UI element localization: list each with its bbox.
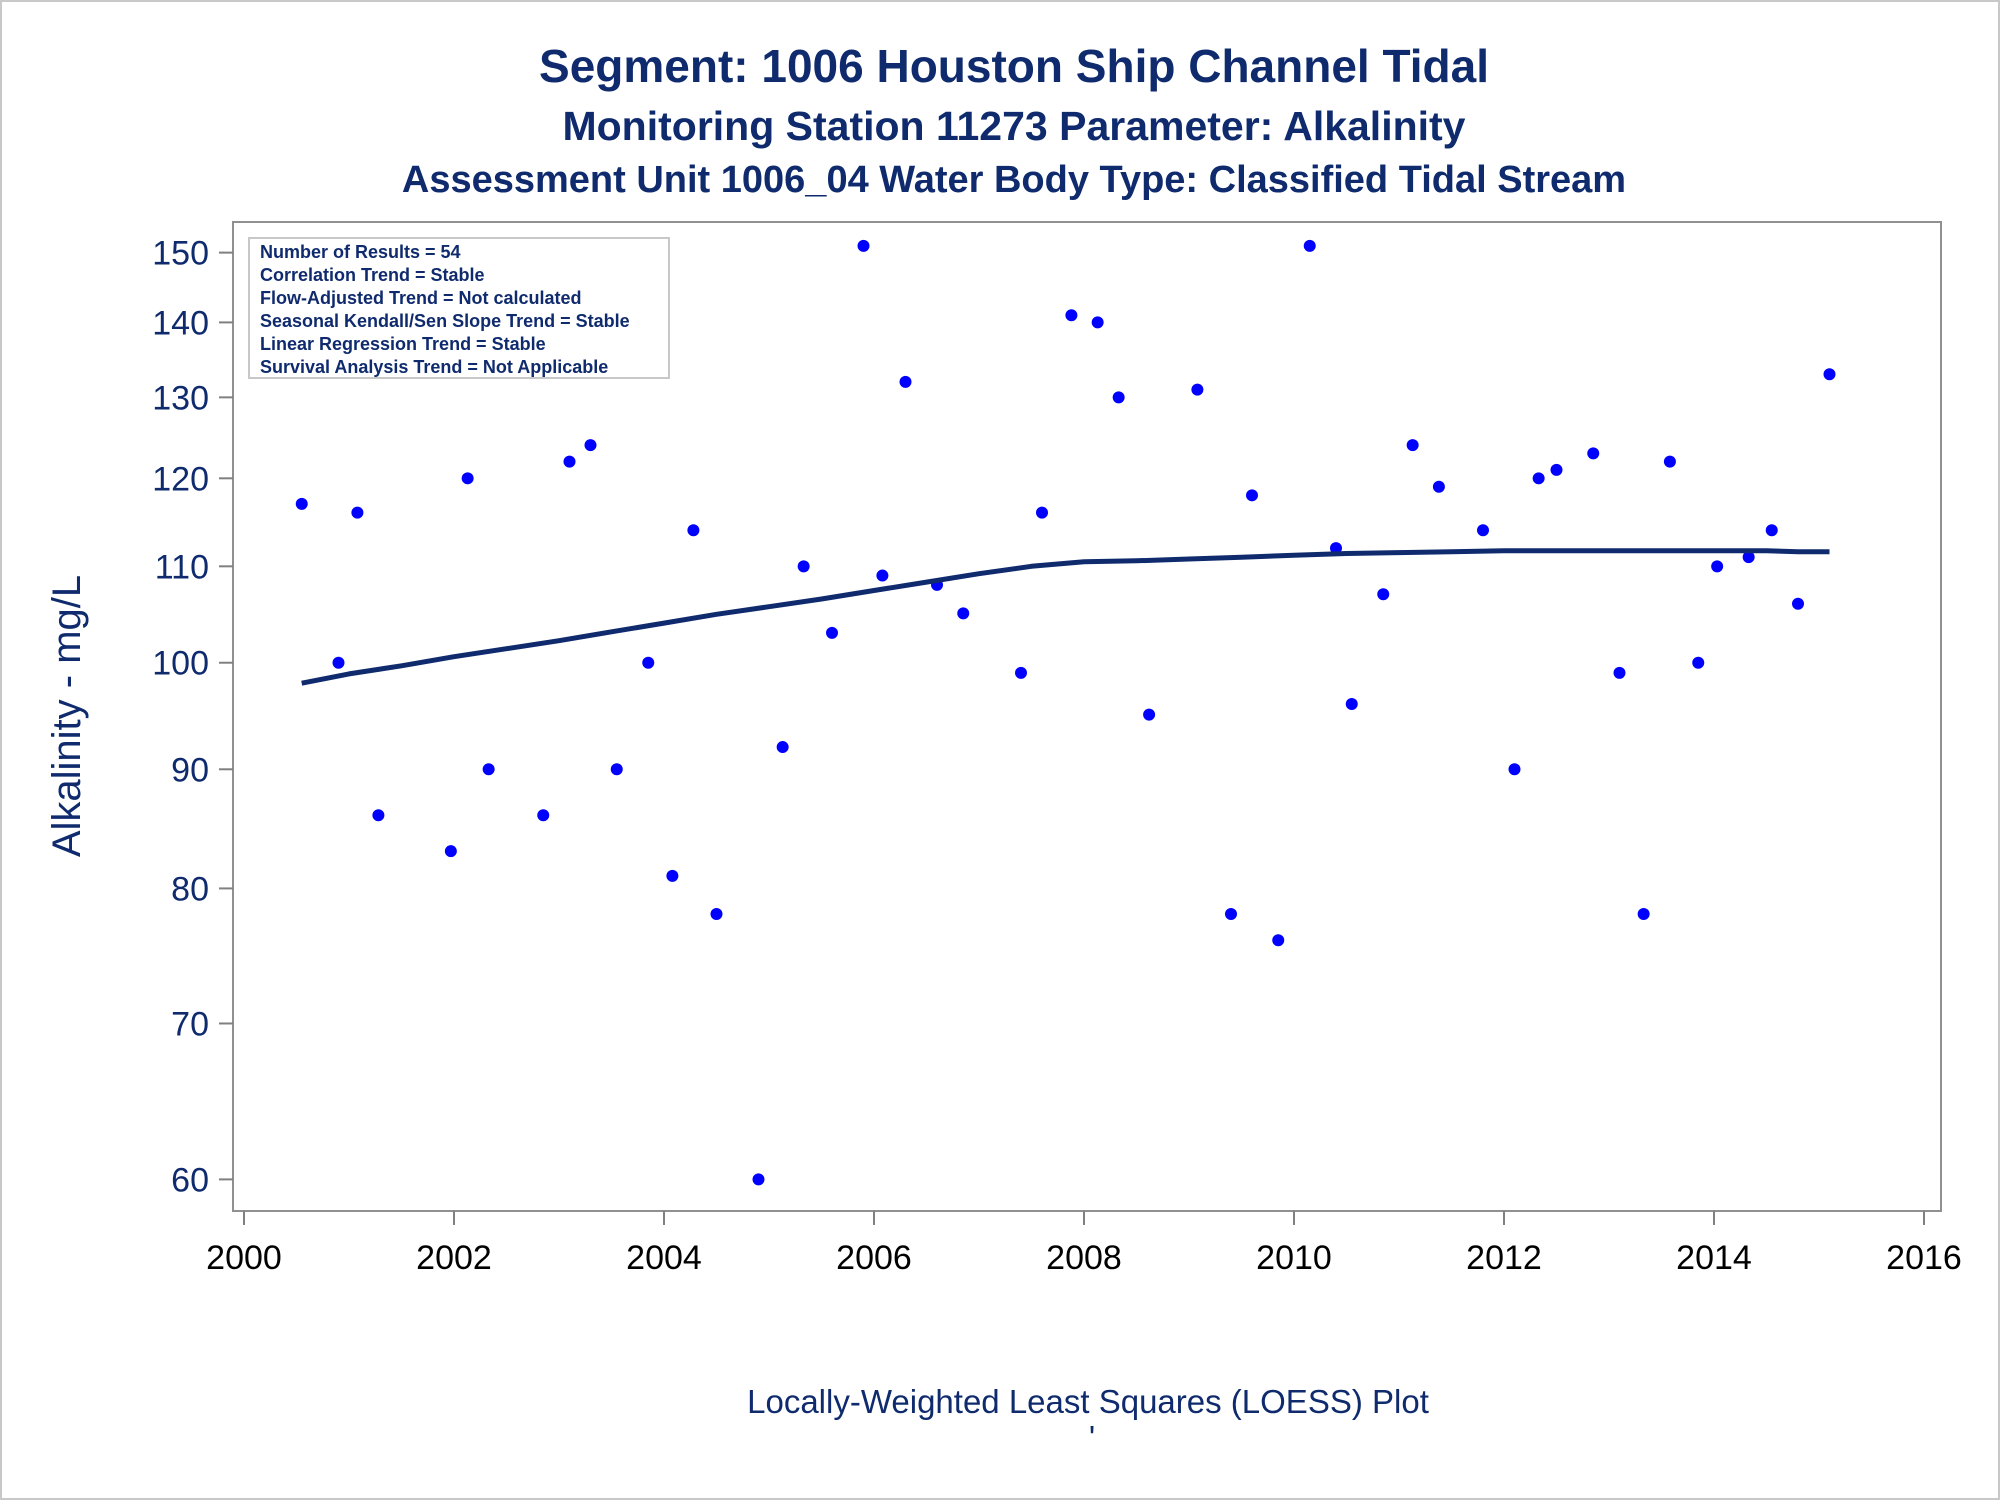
stats-seasonal-kendall-trend: Seasonal Kendall/Sen Slope Trend = Stabl…	[260, 311, 630, 331]
data-point	[1532, 472, 1545, 485]
data-point	[537, 809, 550, 822]
y-axis-label: Alkalinity - mg/L	[45, 575, 89, 857]
data-point	[776, 741, 789, 754]
x-tick-label: 2004	[626, 1239, 702, 1277]
data-point	[857, 239, 870, 252]
data-point	[1765, 524, 1778, 537]
footnote-mark: '	[1089, 1419, 1095, 1456]
data-point	[1550, 463, 1563, 476]
data-point	[1663, 455, 1676, 468]
data-point	[1225, 908, 1237, 921]
y-tick-label: 130	[152, 379, 209, 417]
x-tick-label: 2008	[1046, 1239, 1122, 1277]
y-tick-label: 110	[155, 548, 209, 586]
data-point	[710, 908, 723, 921]
data-point	[797, 560, 810, 573]
stats-box-border	[248, 237, 670, 379]
x-tick-label: 2016	[1886, 1239, 1962, 1277]
data-point	[1823, 368, 1836, 381]
data-point	[1613, 666, 1626, 679]
data-point	[642, 656, 655, 669]
data-point	[1091, 316, 1104, 329]
data-point	[1191, 383, 1204, 396]
data-point	[1742, 551, 1755, 564]
data-point	[666, 869, 679, 882]
data-point	[1587, 447, 1600, 460]
data-point	[1272, 934, 1285, 947]
data-point	[1303, 239, 1316, 252]
data-point	[1065, 309, 1078, 322]
stats-flow-adjusted-trend: Flow-Adjusted Trend = Not calculated	[260, 288, 582, 308]
data-point	[295, 497, 308, 510]
loess-line	[301, 548, 1830, 686]
data-point	[1477, 524, 1489, 537]
x-tick-label: 2000	[206, 1239, 282, 1277]
data-point	[1246, 489, 1258, 502]
data-point	[899, 375, 912, 388]
y-tick-label: 100	[152, 645, 209, 683]
x-tick-label: 2002	[416, 1239, 492, 1277]
data-point	[1036, 506, 1048, 519]
y-tick-label: 120	[152, 460, 209, 498]
chart-subtitle: Monitoring Station 11273 Parameter: Alka…	[562, 103, 1465, 149]
data-point	[1792, 597, 1804, 610]
data-point	[1330, 542, 1342, 555]
x-tick-label: 2006	[836, 1239, 912, 1277]
data-point	[1112, 391, 1125, 404]
data-point	[1432, 480, 1445, 493]
chart-subtitle-2: Assessment Unit 1006_04 Water Body Type:…	[402, 159, 1626, 201]
data-marks	[295, 239, 1836, 1186]
y-tick-label: 60	[171, 1161, 209, 1199]
axes: 60 70 80 90 100 110 120 130 140 150 2000 2002 2004 20…	[152, 235, 1962, 1277]
x-tick-label: 2014	[1676, 1239, 1752, 1277]
data-point	[1692, 656, 1705, 669]
data-point	[1637, 908, 1650, 921]
data-point	[610, 763, 623, 776]
y-tick-label: 90	[171, 751, 209, 789]
y-tick-label: 140	[152, 304, 209, 342]
stats-correlation-trend: Correlation Trend = Stable	[260, 265, 485, 285]
plot-area	[232, 221, 1942, 1212]
data-point	[372, 809, 385, 822]
data-point	[687, 524, 700, 537]
stats-survival-analysis-trend: Survival Analysis Trend = Not Applicable	[260, 357, 608, 377]
data-point	[1345, 698, 1358, 711]
stats-linear-regression-trend: Linear Regression Trend = Stable	[260, 334, 546, 354]
data-point	[752, 1173, 765, 1186]
y-tick-label: 150	[152, 235, 209, 273]
data-point	[1406, 439, 1419, 452]
stats-box: Number of Results = 54 Correlation Trend…	[248, 237, 670, 379]
data-point	[1143, 708, 1156, 721]
data-point	[461, 472, 474, 485]
x-tick-label: 2012	[1466, 1239, 1542, 1277]
x-tick-label: 2010	[1256, 1239, 1332, 1277]
data-point	[876, 569, 889, 582]
footnote: Locally-Weighted Least Squares (LOESS) P…	[747, 1383, 1429, 1420]
data-point	[826, 626, 838, 639]
data-point	[957, 607, 970, 620]
data-point	[444, 845, 457, 858]
stats-number-of-results: Number of Results = 54	[260, 242, 461, 262]
data-point	[351, 506, 364, 519]
data-point	[563, 455, 576, 468]
data-point	[1377, 588, 1390, 601]
data-point	[1711, 560, 1724, 573]
y-tick-label: 80	[171, 870, 209, 908]
data-point	[482, 763, 495, 776]
y-tick-label: 70	[171, 1005, 209, 1043]
data-point	[1015, 666, 1027, 679]
data-point	[1508, 763, 1521, 776]
data-point	[584, 439, 597, 452]
data-point	[332, 656, 345, 669]
chart-title: Segment: 1006 Houston Ship Channel Tidal	[539, 40, 1489, 92]
